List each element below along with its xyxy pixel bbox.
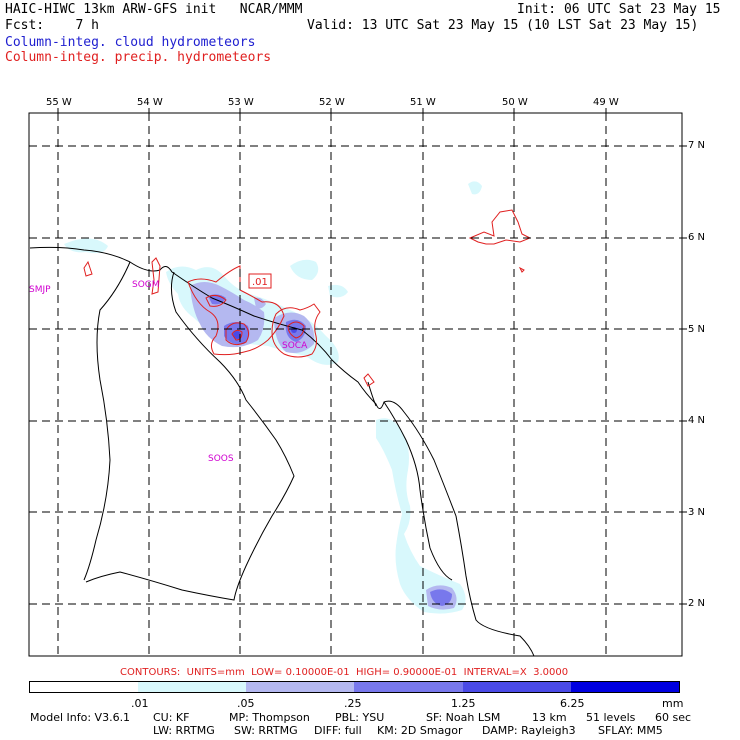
contour-info: CONTOURS: UNITS=mm LOW= 0.10000E-01 HIGH… bbox=[120, 667, 569, 678]
footer-cu: CU: KF bbox=[153, 711, 190, 724]
footer-diff: DIFF: full bbox=[314, 724, 362, 737]
legend-units: mm bbox=[662, 697, 684, 710]
lon-label-53w: 53 W bbox=[228, 97, 254, 108]
forecast-hour: Fcst: 7 h bbox=[5, 18, 99, 33]
station-soos: SOOS bbox=[208, 454, 234, 464]
legend-swatch-6 bbox=[571, 681, 680, 693]
footer-model: Model Info: V3.6.1 bbox=[30, 711, 131, 724]
lat-label-2n: 2 N bbox=[688, 598, 706, 609]
legend-swatch-2 bbox=[138, 681, 246, 693]
lon-label-52w: 52 W bbox=[319, 97, 345, 108]
init-time: Init: 06 UTC Sat 23 May 15 bbox=[517, 2, 721, 17]
contour-label: .01 bbox=[252, 277, 268, 288]
station-sogm: SOGM bbox=[132, 280, 160, 290]
lon-label-50w: 50 W bbox=[502, 97, 528, 108]
footer-dt: 60 sec bbox=[655, 711, 692, 724]
station-smjp: SMJP bbox=[29, 285, 51, 295]
legend-label-2: .05 bbox=[237, 697, 255, 710]
lat-label-5n: 5 N bbox=[688, 324, 706, 335]
legend-swatch-1 bbox=[29, 681, 138, 693]
footer-sf: SF: Noah LSM bbox=[426, 711, 501, 724]
legend-label-4: 1.25 bbox=[451, 697, 476, 710]
lat-lon-grid bbox=[29, 113, 682, 656]
footer-mp: MP: Thompson bbox=[229, 711, 310, 724]
legend-label-1: .01 bbox=[131, 697, 149, 710]
legend-swatch-3 bbox=[246, 681, 354, 693]
lon-label-55w: 55 W bbox=[46, 97, 72, 108]
legend-swatch-4 bbox=[354, 681, 463, 693]
footer-lw: LW: RRTMG bbox=[153, 724, 215, 737]
lat-label-3n: 3 N bbox=[688, 507, 706, 518]
precip-contours bbox=[83, 209, 532, 387]
cloud-shading-light bbox=[64, 181, 482, 614]
lon-label-49w: 49 W bbox=[593, 97, 619, 108]
lon-label-51w: 51 W bbox=[410, 97, 436, 108]
legend-swatch-5 bbox=[463, 681, 571, 693]
footer-pbl: PBL: YSU bbox=[335, 711, 385, 724]
footer-sw: SW: RRTMG bbox=[234, 724, 298, 737]
lon-label-54w: 54 W bbox=[137, 97, 163, 108]
model-title: HAIC-HIWC 13km ARW-GFS init NCAR/MMM bbox=[5, 2, 303, 17]
map-frame bbox=[28, 112, 683, 657]
valid-time: Valid: 13 UTC Sat 23 May 15 (10 LST Sat … bbox=[307, 18, 699, 33]
lat-label-4n: 4 N bbox=[688, 415, 706, 426]
footer-levels: 51 levels bbox=[586, 711, 636, 724]
footer-damp: DAMP: Rayleigh3 bbox=[482, 724, 576, 737]
footer-res: 13 km bbox=[532, 711, 567, 724]
lat-label-7n: 7 N bbox=[688, 140, 706, 151]
cloud-field-title: Column-integ. cloud hydrometeors bbox=[5, 35, 256, 50]
axis-ticks bbox=[57, 108, 687, 605]
precip-field-title: Column-integ. precip. hydrometeors bbox=[5, 50, 272, 65]
footer-km: KM: 2D Smagor bbox=[377, 724, 463, 737]
lat-label-6n: 6 N bbox=[688, 232, 706, 243]
station-soca: SOCA bbox=[282, 341, 308, 351]
footer-sflay: SFLAY: MM5 bbox=[598, 724, 663, 737]
legend-label-5: 6.25 bbox=[560, 697, 585, 710]
legend-label-3: .25 bbox=[344, 697, 362, 710]
